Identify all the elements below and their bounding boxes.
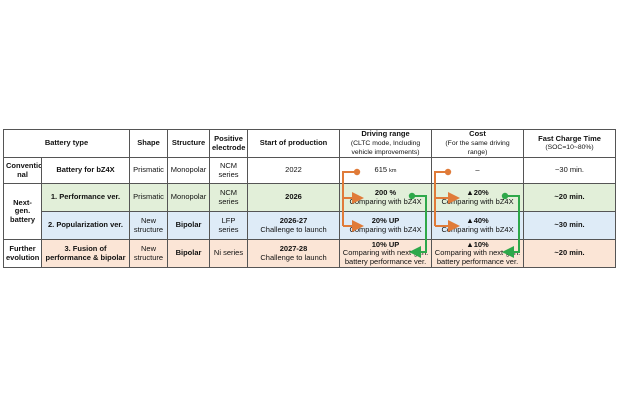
row-electrode: NCM series bbox=[209, 157, 249, 184]
group-nextgen: Next-gen. battery bbox=[3, 183, 42, 240]
cost-value: ▲10% bbox=[466, 239, 489, 249]
header-driving-range-title: Driving range bbox=[361, 129, 410, 139]
row-structure: Monopolar bbox=[167, 183, 211, 212]
header-positive-electrode-line1: Positive bbox=[214, 133, 243, 143]
row-shape: New structure bbox=[129, 239, 169, 268]
row-structure: Bipolar bbox=[167, 239, 211, 268]
row-shape: New structure bbox=[129, 211, 169, 240]
range-sub: Comparing with bZ4X bbox=[349, 224, 422, 234]
row-battery-type: 2. Popularization ver. bbox=[40, 211, 131, 240]
start-value: 2027-28 bbox=[279, 243, 308, 253]
group-nextgen-line1: Next-gen. bbox=[13, 197, 32, 216]
start-sub: Challenge to launch bbox=[260, 252, 327, 262]
cost-sub: Comparing with bZ4X bbox=[441, 196, 514, 206]
row-driving-range: 615 km bbox=[339, 157, 433, 184]
row-fast-charge: ~20 min. bbox=[523, 183, 617, 212]
shape-line1: New bbox=[141, 243, 157, 253]
row-start: 2022 bbox=[247, 157, 341, 184]
row-electrode: NCM series bbox=[209, 183, 249, 212]
row-fast-charge: ~30 min. bbox=[523, 211, 617, 240]
table-row: Next-gen. battery 1. Performance ver. Pr… bbox=[3, 183, 617, 240]
group-conventional: Conventio nal bbox=[3, 157, 42, 184]
cost-value: ▲20% bbox=[466, 187, 489, 197]
row-start: 2026 bbox=[247, 183, 341, 212]
row-structure: Monopolar bbox=[167, 157, 211, 184]
header-cost-title: Cost bbox=[469, 129, 486, 139]
group-further: Further evolution bbox=[3, 239, 42, 268]
row-fast-charge: ~20 min. bbox=[523, 239, 617, 268]
row-battery-type: Battery for bZ4X bbox=[40, 157, 131, 184]
group-nextgen-line2: battery bbox=[9, 214, 35, 224]
header-positive-electrode-line2: electrode bbox=[212, 142, 246, 152]
shape-line2: structure bbox=[133, 252, 164, 262]
header-shape: Shape bbox=[129, 129, 169, 158]
row-cost: – bbox=[431, 157, 525, 184]
range-value: 10% UP bbox=[371, 239, 400, 249]
cost-sub-line2: battery performance ver. bbox=[436, 256, 519, 266]
header-driving-range-sub1: (CLTC mode, Including bbox=[350, 140, 421, 147]
row-shape: Prismatic bbox=[129, 157, 169, 184]
type-line1: 3. Fusion of bbox=[64, 243, 107, 253]
row-electrode: Ni series bbox=[209, 239, 249, 268]
header-driving-range: Driving range (CLTC mode, Including vehi… bbox=[339, 129, 433, 158]
header-fast-charge-sub: (SOC=10~80%) bbox=[545, 144, 594, 152]
table-row: Conventio nal Battery for bZ4X Prismatic… bbox=[3, 157, 617, 184]
range-sub-line1: Comparing with next-gen. bbox=[342, 248, 429, 258]
range-unit: km bbox=[389, 168, 397, 175]
type-line2: performance & bipolar bbox=[45, 252, 126, 262]
header-structure: Structure bbox=[167, 129, 211, 158]
cost-value: ▲40% bbox=[466, 215, 489, 225]
group-further-line1: Further bbox=[9, 243, 36, 253]
range-sub-line2: battery performance ver. bbox=[344, 256, 427, 266]
row-cost: ▲20% Comparing with bZ4X bbox=[431, 183, 525, 212]
row-structure: Bipolar bbox=[167, 211, 211, 240]
table-row: 2. Popularization ver. New structure Bip… bbox=[4, 211, 617, 240]
header-cost: Cost (For the same driving range) bbox=[431, 129, 525, 158]
battery-roadmap-table: Battery type Shape Structure Positive el… bbox=[2, 129, 617, 268]
header-cost-sub1: (For the same driving bbox=[445, 140, 510, 147]
range-sub: Comparing with bZ4X bbox=[349, 196, 422, 206]
cost-sub: Comparing with bZ4X bbox=[441, 224, 514, 234]
row-cost: ▲40% Comparing with bZ4X bbox=[431, 211, 525, 240]
header-row: Battery type Shape Structure Positive el… bbox=[2, 129, 617, 158]
start-sub: Challenge to launch bbox=[260, 224, 327, 234]
row-start: 2027-28 Challenge to launch bbox=[247, 239, 341, 268]
header-start-of-production: Start of production bbox=[247, 129, 341, 158]
header-fast-charge: Fast Charge Time (SOC=10~80%) bbox=[523, 129, 617, 158]
header-cost-sub2: range) bbox=[467, 148, 488, 156]
header-driving-range-sub2: vehicle improvements) bbox=[351, 148, 420, 156]
start-value: 2026-27 bbox=[279, 215, 308, 225]
row-driving-range: 20% UP Comparing with bZ4X bbox=[339, 211, 433, 240]
row-fast-charge: ~30 min. bbox=[523, 157, 617, 184]
range-value: 615 bbox=[374, 165, 388, 175]
header-battery-type: Battery type bbox=[2, 129, 131, 158]
row-driving-range: 10% UP Comparing with next-gen. battery … bbox=[339, 239, 433, 268]
row-driving-range: 200 % Comparing with bZ4X bbox=[339, 183, 433, 212]
group-conventional-line2: nal bbox=[17, 169, 28, 179]
shape-line1: New bbox=[141, 215, 157, 225]
range-value: 20% UP bbox=[371, 215, 400, 225]
row-start: 2026-27 Challenge to launch bbox=[247, 211, 341, 240]
group-conventional-line1: Conventio bbox=[6, 160, 42, 170]
row-electrode: LFP series bbox=[209, 211, 249, 240]
shape-line2: structure bbox=[133, 224, 164, 234]
row-cost: ▲10% Comparing with next-gen. battery pe… bbox=[431, 239, 525, 268]
table-row: Further evolution 3. Fusion of performan… bbox=[3, 239, 617, 268]
cost-sub-line1: Comparing with next-gen. bbox=[434, 248, 521, 258]
group-further-line2: evolution bbox=[6, 252, 40, 262]
header-fast-charge-title: Fast Charge Time bbox=[538, 133, 601, 143]
row-shape: Prismatic bbox=[129, 183, 169, 212]
range-value: 200 % bbox=[374, 187, 397, 197]
row-battery-type: 3. Fusion of performance & bipolar bbox=[40, 239, 131, 268]
row-battery-type: 1. Performance ver. bbox=[40, 183, 131, 212]
header-positive-electrode: Positive electrode bbox=[209, 129, 249, 158]
